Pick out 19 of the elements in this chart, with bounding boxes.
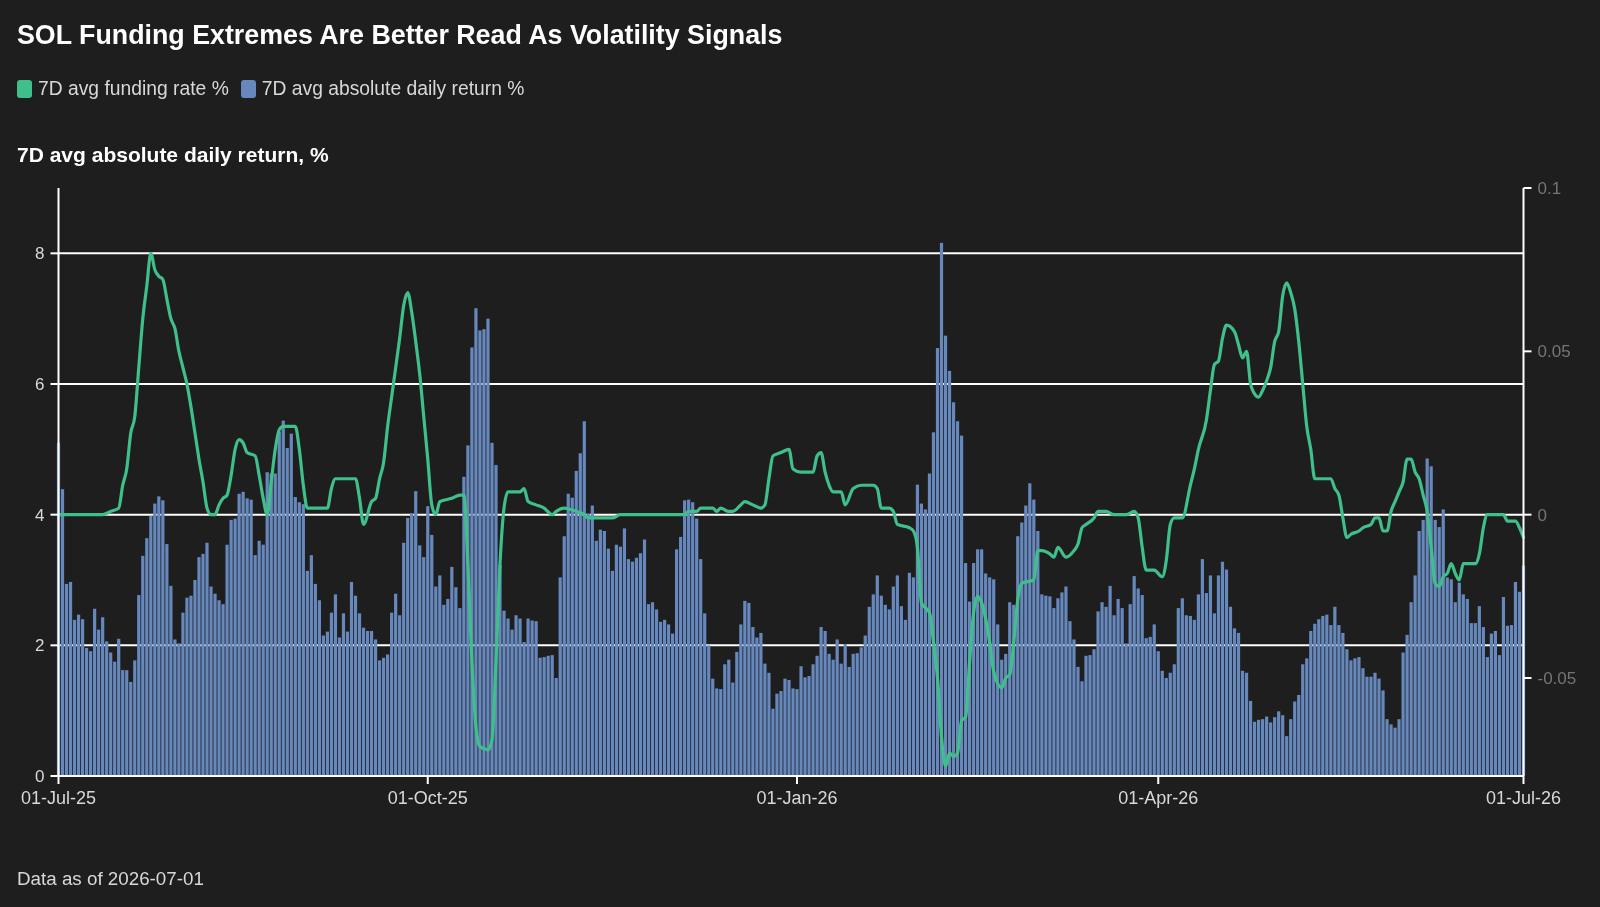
chart-title: SOL Funding Extremes Are Better Read As Volatility Signals — [17, 20, 783, 50]
y-tick-label: 8 — [35, 243, 45, 263]
x-tick-label: 01-Jul-26 — [1485, 788, 1562, 808]
x-tick-label: 01-Oct-25 — [387, 788, 468, 808]
text: Data as of 2026-07-01 — [17, 868, 204, 889]
y2-tick-label: 0.05 — [1537, 341, 1571, 361]
y2-tick-label: -0.05 — [1537, 668, 1577, 688]
x-tick-label: 01-Jul-25 — [20, 788, 97, 808]
legend-label: 7D avg funding rate % — [38, 77, 229, 101]
y-axis-title: 7D avg absolute daily return, % — [17, 143, 329, 166]
x-tick-label: 01-Apr-26 — [1118, 788, 1199, 808]
x-tick-label: 01-Jan-26 — [756, 788, 838, 808]
y2-tick-label: 0.1 — [1537, 178, 1562, 198]
y-tick-label: 6 — [35, 374, 45, 394]
y2-tick-label: 0 — [1537, 505, 1547, 525]
y-tick-label: 2 — [35, 635, 45, 655]
y-tick-label: 4 — [35, 505, 45, 525]
y-tick-label: 0 — [35, 766, 45, 786]
legend-label: 7D avg absolute daily return % — [261, 77, 525, 101]
